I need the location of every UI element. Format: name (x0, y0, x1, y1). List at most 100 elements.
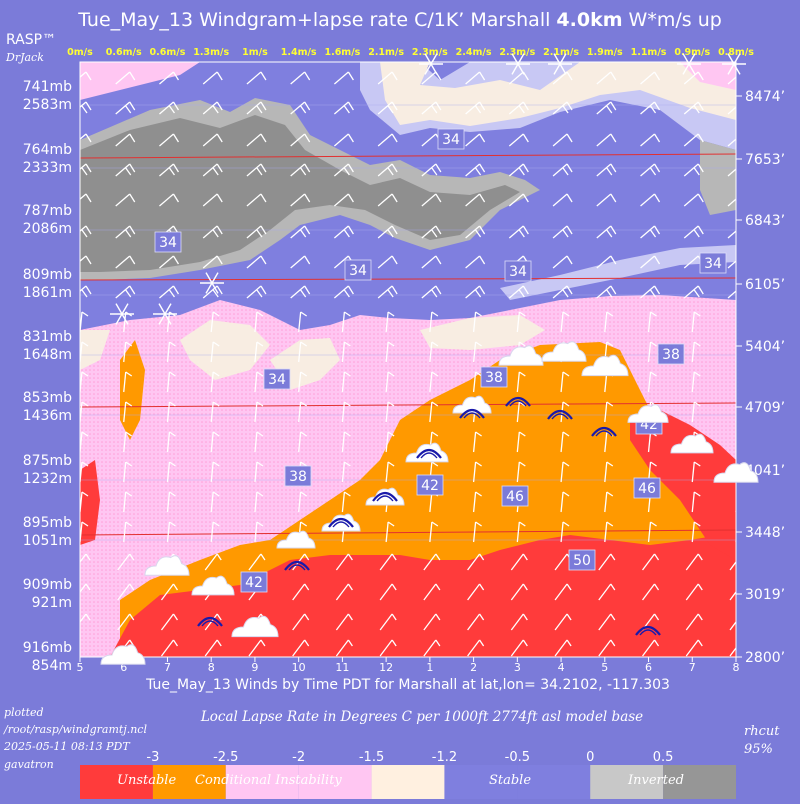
cloud-icon (144, 555, 190, 576)
y-left-m: 1648m (23, 347, 72, 363)
wind-barb (385, 521, 395, 543)
contour-label-box (437, 128, 465, 150)
wind-barb (123, 491, 133, 513)
wind-barb (735, 385, 736, 392)
wind-barb (472, 461, 482, 483)
cream-patch-1 (180, 320, 270, 380)
wstar-label: 2.4m/s (456, 47, 492, 58)
contour-label: 34 (442, 132, 460, 148)
wind-barb (246, 101, 267, 115)
wind-barb (123, 431, 133, 453)
colorbar-tick: -2.5 (213, 750, 238, 765)
wind-barb (246, 163, 267, 177)
cloud-icon (191, 575, 235, 596)
wind-barb (429, 521, 439, 543)
colorbar-swatch (590, 765, 664, 799)
wind-barb (508, 101, 529, 115)
wind-barb (683, 133, 704, 147)
wind-barb (290, 255, 311, 269)
title-prefix: Tue_May_13 Windgram+lapse rate C/1K’ Mar… (77, 9, 556, 31)
wind-barb (160, 639, 179, 657)
wind-barb (335, 553, 353, 571)
contour-label-box (657, 343, 685, 365)
cloud-icon (231, 615, 279, 638)
x-tick-label: 12 (379, 661, 393, 674)
colorbar-tick: -0.5 (505, 750, 530, 765)
paraglider-icon (284, 560, 310, 571)
wind-barb (472, 521, 482, 543)
wind-barb (560, 431, 570, 453)
wind-barb (647, 521, 657, 543)
wind-barb (117, 553, 135, 571)
wind-barb (691, 401, 701, 423)
wind-barb (510, 583, 528, 601)
wind-barb (467, 553, 485, 571)
wstar-label: 1.6m/s (324, 47, 360, 58)
wind-barb (640, 255, 661, 269)
wind-barb (640, 163, 661, 177)
wstar-label: 2.3m/s (412, 47, 448, 58)
contour-label-box (699, 252, 727, 274)
contour-label-box (633, 477, 661, 499)
wind-barb (554, 613, 572, 631)
wind-barb (202, 163, 223, 177)
wind-barb (335, 639, 353, 657)
wind-barb (290, 193, 311, 207)
wind-barb (341, 491, 351, 513)
wind-barb (596, 285, 617, 299)
x-tick-label: 7 (164, 661, 171, 674)
wind-barb (596, 163, 617, 177)
wind-barb (560, 461, 570, 483)
rhcut-label: rhcut (744, 724, 780, 739)
wind-barb (647, 371, 657, 393)
wind-barb (159, 193, 180, 207)
wind-barb (246, 71, 267, 85)
wind-barb (246, 225, 267, 239)
paraglider-icon (639, 629, 657, 636)
wind-barb (683, 285, 704, 299)
wind-barb (691, 461, 701, 483)
wind-barb (683, 225, 704, 239)
wstar-label: 0m/s (67, 47, 93, 58)
brand-label: RASP™ (6, 32, 56, 48)
y-left-mb: 875mb (23, 453, 72, 469)
wind-barb (377, 101, 398, 115)
cloud-icon (581, 354, 629, 377)
wind-barb (377, 133, 398, 147)
x-tick-label: 5 (77, 661, 84, 674)
wind-barb (166, 341, 176, 363)
wind-barb (683, 71, 704, 85)
wind-barb (333, 285, 354, 299)
wind-barb (552, 133, 573, 147)
wind-barb (685, 553, 703, 571)
paraglider-icon (288, 564, 306, 571)
wind-barb (292, 583, 310, 601)
wind-barb (385, 401, 395, 423)
grid-lines (80, 104, 736, 541)
wind-barb (333, 225, 354, 239)
y-left-m: 1232m (23, 471, 72, 487)
wind-barb (377, 255, 398, 269)
x-tick-label: 9 (251, 661, 258, 674)
wind-barb (421, 255, 442, 269)
y-right-label: 2800’ (745, 650, 785, 666)
wind-barb (123, 521, 133, 543)
wind-barb (727, 168, 736, 177)
wind-barb (598, 553, 616, 571)
wind-barb (204, 639, 222, 657)
wind-barb (510, 613, 528, 631)
wind-barb (691, 371, 701, 393)
wind-barb (246, 133, 267, 147)
x-tick-label: 6 (645, 661, 652, 674)
y-right-label: 8474’ (745, 89, 785, 105)
wind-barb (333, 133, 354, 147)
y-left-m: 2583m (23, 97, 72, 113)
y-right-label: 3019’ (745, 587, 785, 603)
wstar-label: 1.3m/s (193, 47, 229, 58)
red-level-lines (80, 153, 736, 536)
wind-barb (465, 255, 486, 269)
contour-label-box (263, 368, 291, 390)
wind-barb (123, 341, 133, 363)
wind-barb (298, 401, 308, 423)
cloud-icon (670, 433, 714, 454)
